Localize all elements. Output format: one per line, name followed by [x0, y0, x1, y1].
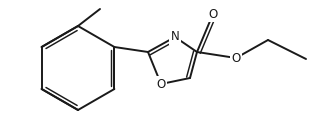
- Text: O: O: [231, 51, 241, 65]
- Text: O: O: [208, 8, 217, 20]
- Text: N: N: [171, 30, 180, 44]
- Text: O: O: [156, 77, 166, 90]
